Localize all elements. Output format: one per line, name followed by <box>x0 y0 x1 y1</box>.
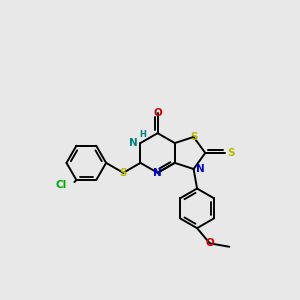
Text: N: N <box>196 164 204 174</box>
Text: S: S <box>119 168 127 178</box>
Text: S: S <box>227 148 235 158</box>
Text: N: N <box>153 168 162 178</box>
Text: O: O <box>153 108 162 118</box>
Text: H: H <box>140 130 146 139</box>
Text: S: S <box>190 132 197 142</box>
Text: N: N <box>129 138 137 148</box>
Text: O: O <box>206 238 214 248</box>
Text: Cl: Cl <box>55 180 67 190</box>
